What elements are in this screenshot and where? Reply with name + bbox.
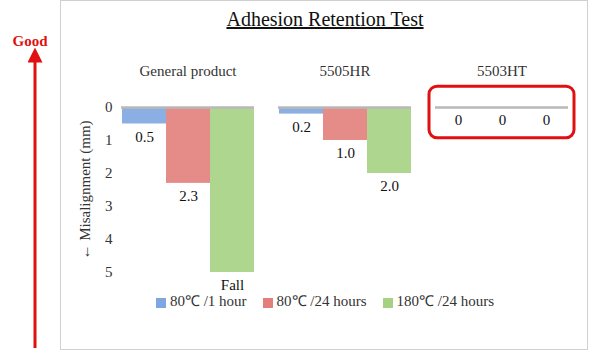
svg-text:0: 0 — [455, 112, 463, 128]
svg-text:4: 4 — [105, 231, 113, 247]
svg-text:2.3: 2.3 — [179, 188, 198, 204]
svg-text:5503HT: 5503HT — [477, 63, 527, 79]
svg-text:0.2: 0.2 — [292, 119, 311, 135]
html-text:180℃ /24 hours: 180℃ /24 hours — [396, 293, 495, 309]
svg-text:2: 2 — [105, 165, 113, 181]
svg-text:Fall: Fall — [221, 277, 244, 293]
svg-text:← Misalignment (mm): ← Misalignment (mm) — [77, 120, 94, 259]
svg-text:5: 5 — [105, 264, 113, 280]
svg-text:0: 0 — [543, 112, 551, 128]
svg-text:0: 0 — [105, 99, 113, 115]
svg-text:General product: General product — [139, 63, 237, 79]
html-text:80℃ /1 hour: 80℃ /1 hour — [169, 293, 247, 309]
svg-text:0.5: 0.5 — [135, 129, 154, 145]
svg-text:0: 0 — [499, 112, 507, 128]
svg-text:1: 1 — [105, 132, 113, 148]
html-text:80℃ /24 hours: 80℃ /24 hours — [276, 293, 367, 309]
svg-text:3: 3 — [105, 198, 113, 214]
html-text:Adhesion Retention Test: Adhesion Retention Test — [226, 8, 424, 30]
svg-text:1.0: 1.0 — [336, 145, 355, 161]
svg-text:2.0: 2.0 — [380, 178, 399, 194]
svg-text:Good: Good — [12, 33, 48, 49]
svg-text:5505HR: 5505HR — [320, 63, 371, 79]
